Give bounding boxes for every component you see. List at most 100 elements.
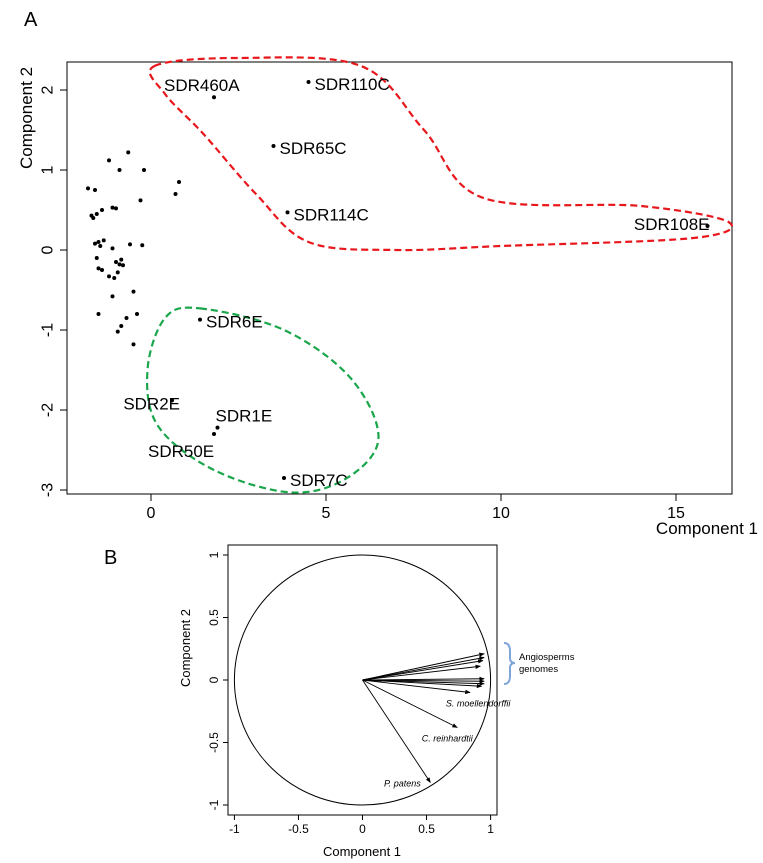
data-point — [107, 274, 111, 279]
data-point — [177, 180, 181, 184]
x-tick-label-b: 0.5 — [418, 822, 435, 836]
data-point — [100, 208, 104, 212]
scatter-plot: 0 5 10 15 -3 -2 -1 0 1 2 Component 1 Component 2 SDR… — [17, 56, 758, 538]
data-point-labeled — [170, 398, 174, 403]
x-axis-label: Component 1 — [656, 519, 758, 538]
loading-vector — [362, 659, 484, 681]
x-tick-label: 5 — [322, 505, 331, 522]
data-point — [94, 212, 99, 216]
loading-vector — [362, 656, 485, 681]
data-point — [93, 241, 97, 246]
group-outline-2 — [145, 306, 380, 494]
data-point-labeled — [282, 476, 286, 480]
x-tick-label-b: 0 — [359, 822, 366, 836]
data-point — [107, 158, 111, 163]
data-point — [114, 260, 118, 264]
data-point — [86, 186, 90, 191]
panel-b-letter: B — [104, 547, 117, 569]
loading-vector — [362, 679, 483, 689]
x-tick-label: 10 — [492, 505, 510, 522]
vector-label: P. patens — [384, 779, 421, 789]
loading-vector — [362, 664, 481, 681]
x-tick-label: 0 — [147, 505, 156, 522]
data-point — [135, 312, 139, 316]
vector-label: C. reinhardtii — [422, 734, 474, 744]
y-axis-label: Component 2 — [17, 67, 36, 169]
x-tick-label-b: 1 — [487, 822, 494, 836]
angiosperm-bracket — [503, 642, 516, 685]
data-point-labeled — [198, 317, 202, 322]
loading-vector — [362, 679, 471, 695]
data-point — [91, 216, 96, 220]
y-tick-label-b: 0.5 — [207, 609, 221, 626]
data-point — [142, 168, 146, 172]
data-point — [98, 244, 103, 248]
y-tick-label-b: -0.5 — [207, 732, 221, 753]
data-point-labeled — [215, 425, 220, 430]
data-point-labeled — [285, 210, 290, 215]
data-point-labeled — [212, 432, 216, 436]
data-point — [115, 329, 120, 334]
data-point — [110, 205, 115, 210]
data-point — [119, 257, 124, 262]
data-point-labeled — [705, 224, 710, 228]
data-point — [128, 242, 132, 247]
data-point — [124, 316, 129, 320]
y-tick-label: -2 — [40, 403, 57, 417]
point-label: SDR1E — [216, 407, 273, 426]
data-point — [126, 150, 131, 155]
loading-vector — [362, 679, 458, 728]
y-tick-label: 1 — [40, 165, 57, 174]
data-point — [140, 243, 145, 248]
data-point — [93, 188, 97, 192]
y-tick-label: -3 — [40, 483, 57, 497]
vector-label: S. moellendorffii — [446, 699, 512, 709]
x-axis-label-b: Component 1 — [323, 844, 401, 859]
data-point — [112, 276, 117, 280]
x-tick-label-b: -0.5 — [288, 822, 309, 836]
y-tick-label: 2 — [40, 85, 57, 94]
point-label: SDR110C — [315, 75, 390, 94]
point-label: SDR7C — [290, 471, 348, 490]
data-point — [96, 240, 101, 244]
plot-frame — [66, 61, 733, 495]
group-outline-1 — [148, 56, 734, 252]
point-label: SDR2E — [123, 394, 180, 413]
y-tick-label: -1 — [40, 323, 57, 337]
data-point — [117, 262, 122, 267]
data-point — [117, 168, 122, 172]
data-point — [131, 289, 136, 294]
data-point — [114, 206, 118, 211]
y-tick-label: 0 — [40, 245, 57, 254]
point-label: SDR460A — [164, 76, 240, 95]
data-point — [110, 246, 115, 251]
bracket-label: genomes — [519, 664, 558, 675]
point-label: SDR65C — [280, 139, 347, 158]
correlation-circle-plot: -1 -0.5 0 0.5 1 -1 -0.5 0 0.5 1 Component 1 Compone… — [178, 544, 575, 859]
data-point — [138, 198, 143, 203]
data-point — [94, 256, 99, 260]
data-point-labeled — [212, 95, 216, 100]
loading-vector — [362, 679, 431, 783]
point-label: SDR6E — [206, 313, 263, 332]
point-label: SDR114C — [294, 205, 369, 224]
data-point-labeled — [306, 80, 311, 84]
y-tick-label-b: 1 — [207, 551, 221, 558]
y-tick-label-b: 0 — [207, 676, 221, 683]
unit-circle — [233, 554, 492, 806]
data-point — [131, 342, 136, 347]
bracket-label: Angiosperms — [519, 652, 575, 663]
data-point — [115, 270, 120, 275]
data-point — [121, 263, 125, 268]
data-point — [119, 324, 124, 328]
point-label: SDR108E — [634, 215, 710, 234]
x-tick-label-b: -1 — [229, 822, 240, 836]
data-point — [100, 268, 104, 272]
point-label: SDR50E — [148, 442, 214, 461]
data-point — [173, 192, 178, 196]
loading-vector — [362, 652, 485, 681]
data-point-labeled — [271, 144, 276, 148]
data-point — [96, 266, 101, 271]
x-tick-label: 15 — [667, 505, 685, 522]
